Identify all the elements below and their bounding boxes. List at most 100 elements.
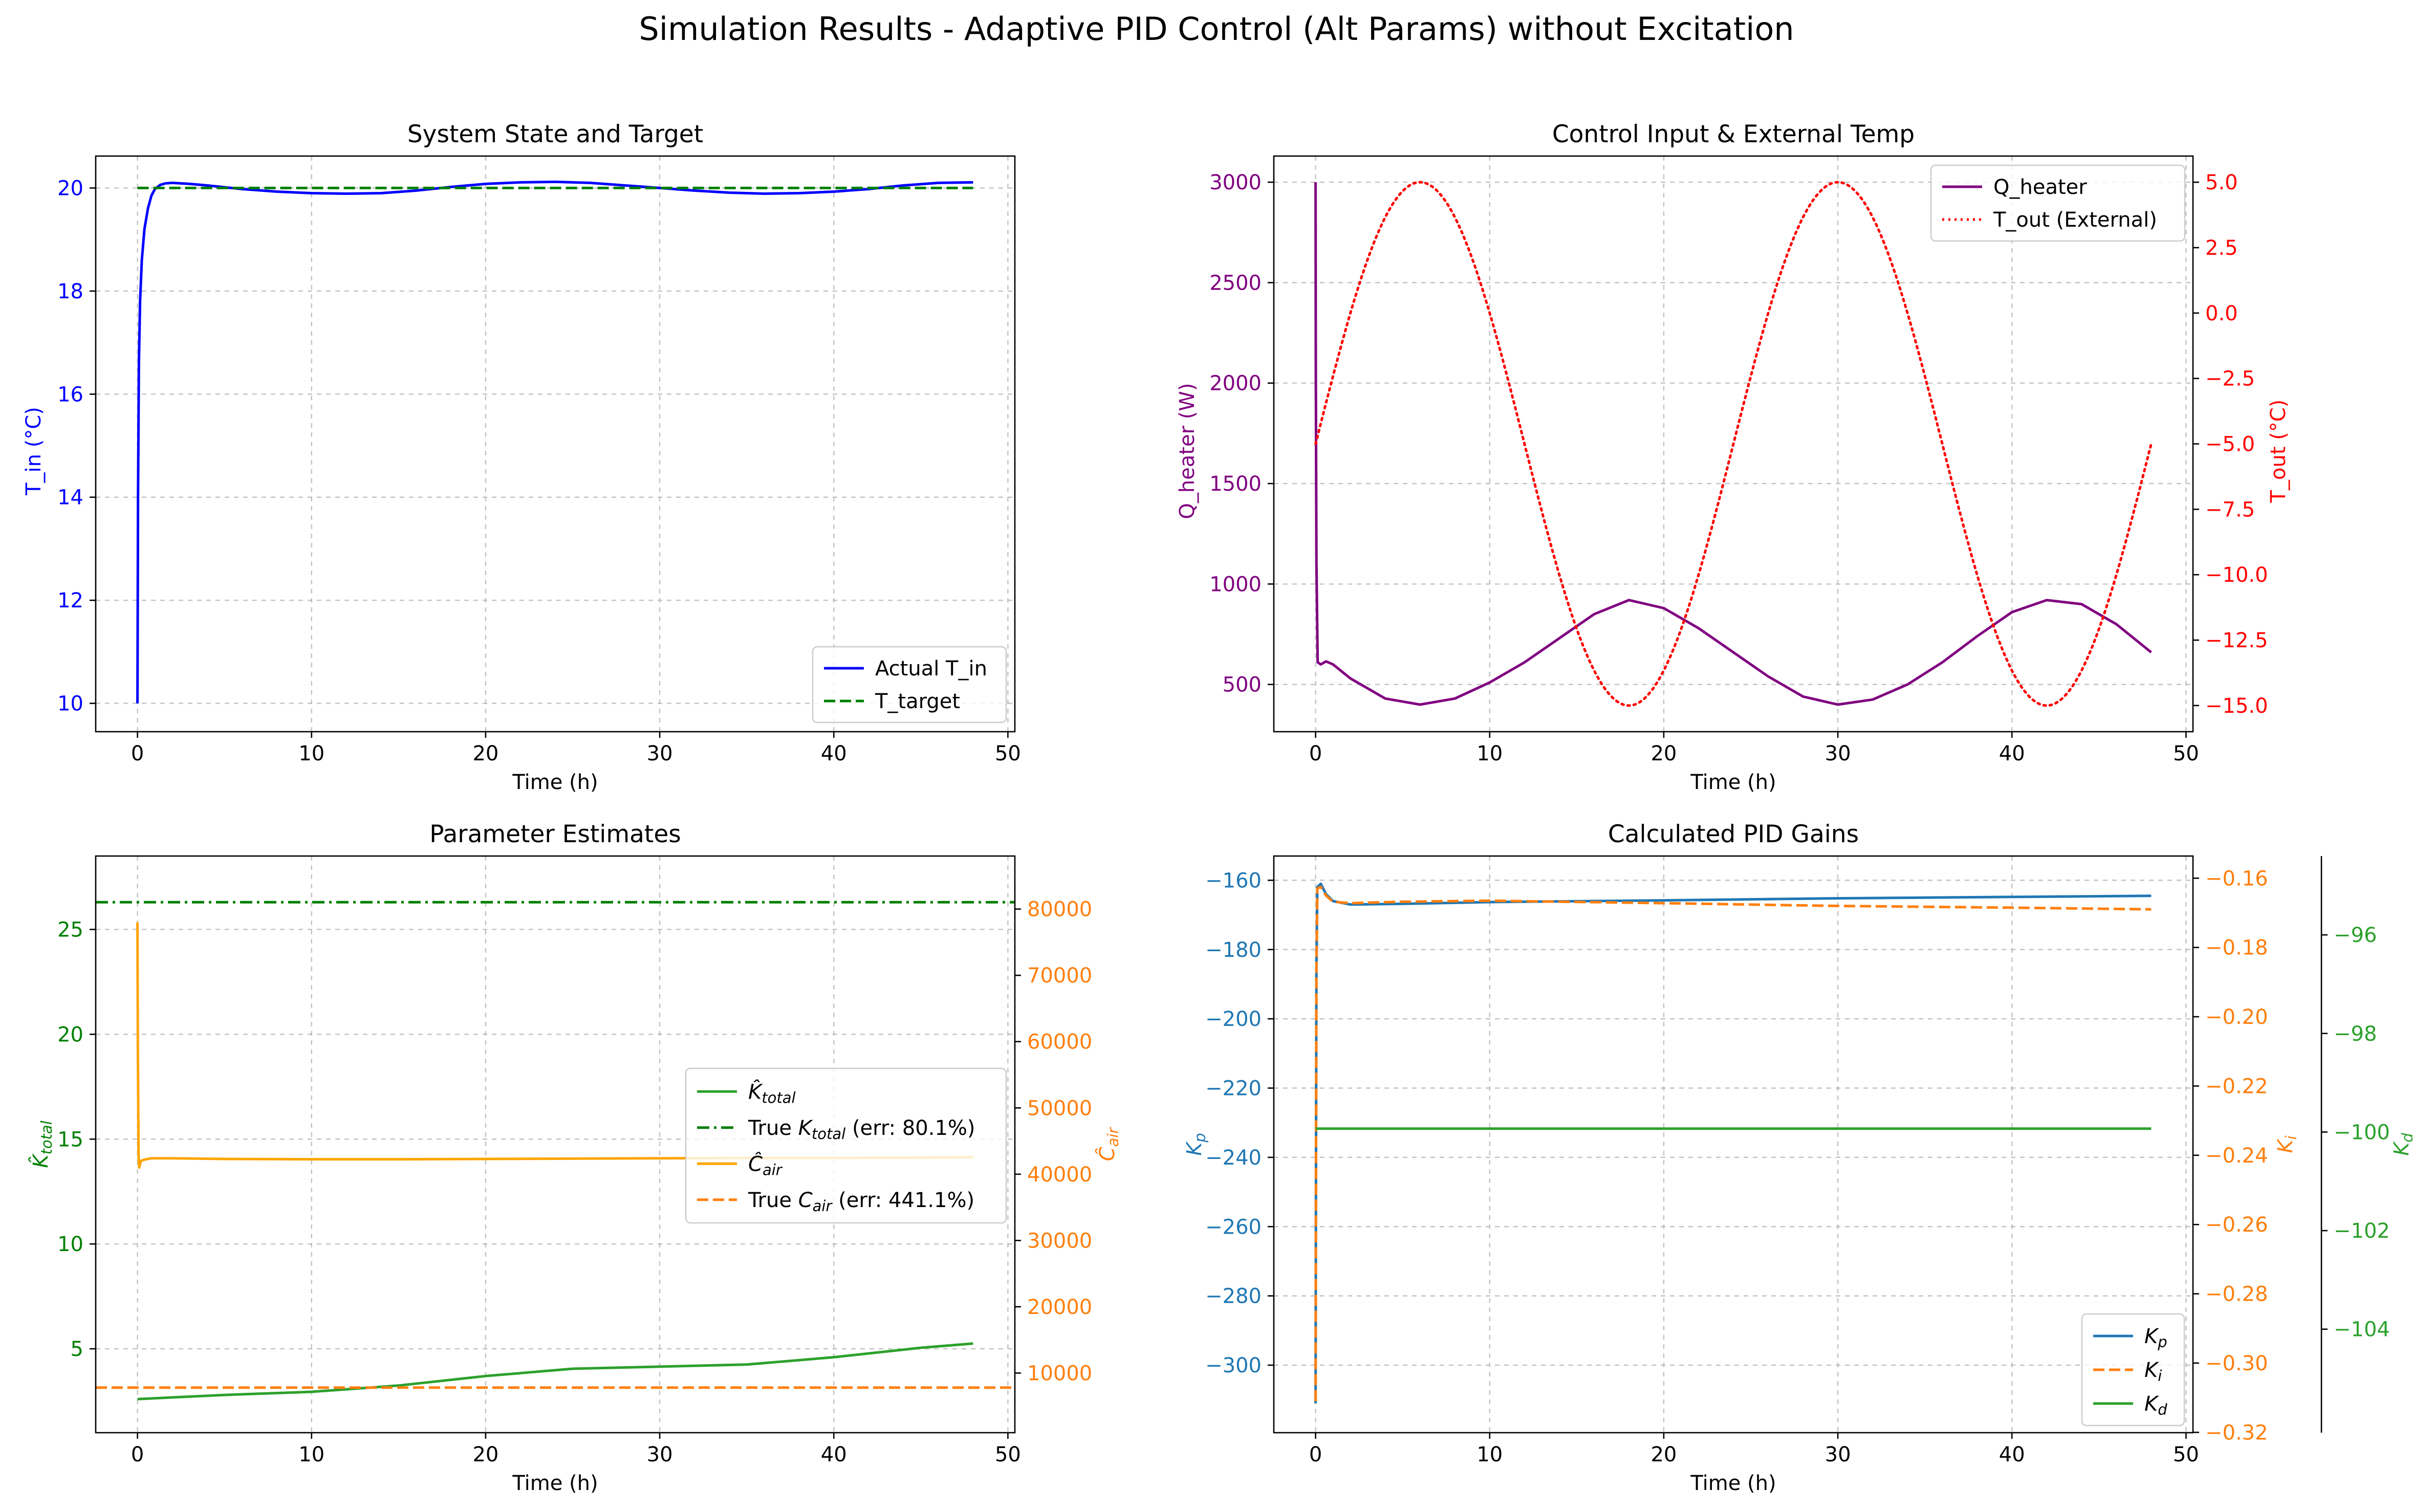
chart-title: Control Input & External Temp: [1552, 120, 1915, 148]
y-tick-label: −0.28: [2205, 1283, 2268, 1306]
y-axis-label: T_out (°C): [2267, 400, 2290, 503]
y-tick-label: −0.30: [2205, 1352, 2268, 1375]
legend: Kp Ki Kd: [2081, 1313, 2185, 1427]
y-tick-label: 500: [1223, 673, 1262, 697]
series-line-p4-1: [1314, 885, 2152, 1401]
y-tick-label: −10.0: [2205, 563, 2268, 587]
x-tick-label: 50: [995, 742, 1021, 765]
y-axis-label-text: Kd: [2390, 1133, 2416, 1156]
grid-lines: [96, 156, 1015, 732]
legend: K̂total True Ktotal (err: 80.1%) Ĉair True …: [685, 1067, 1007, 1224]
y-axis-label-text: Ĉair: [1095, 1127, 1122, 1162]
y-tick-label: −0.24: [2205, 1144, 2268, 1168]
chart-title: System State and Target: [407, 120, 703, 148]
y-tick-label: −100: [2334, 1121, 2390, 1144]
y-tick-label: 1000: [1209, 573, 1262, 596]
legend-box: [1930, 164, 2186, 242]
y-tick-label: −200: [1205, 1007, 1262, 1031]
y-tick-label: 18: [57, 280, 83, 303]
x-axis-label: Time (h): [1690, 771, 1776, 794]
legend-label: Kp: [2144, 1325, 2167, 1351]
x-tick-label: 50: [2173, 742, 2199, 765]
y-axis-label: K̂total: [28, 1121, 55, 1168]
y-axis-label: Kp: [1183, 1133, 1209, 1156]
y-tick-label: 20: [57, 1023, 83, 1046]
legend-label: Actual T_in: [875, 657, 987, 681]
y-tick-label: −7.5: [2205, 498, 2255, 521]
x-tick-label: 20: [1650, 742, 1677, 765]
y-axis-label-text: Kp: [1183, 1133, 1209, 1156]
y-tick-label: −300: [1205, 1354, 1262, 1377]
y-axis-label: Q_heater (W): [1176, 383, 1199, 519]
y-axis-label-text: K̂total: [28, 1121, 55, 1168]
series-line-p3-0: [137, 1342, 973, 1400]
x-tick-label: 40: [1999, 1443, 2025, 1466]
x-tick-label: 20: [472, 1443, 498, 1466]
x-tick-label: 30: [1825, 1443, 1851, 1466]
y-tick-label: 0.0: [2205, 302, 2238, 325]
x-tick-label: 40: [821, 742, 847, 765]
legend-label: True Ktotal (err: 80.1%): [748, 1116, 975, 1143]
axes-frame: [95, 855, 1016, 1434]
y-tick-label: 50000: [1027, 1097, 1092, 1120]
axes-frame: [1273, 855, 2194, 1434]
x-tick-label: 40: [821, 1443, 847, 1466]
legend-label: T_target: [875, 690, 960, 713]
x-tick-label: 30: [647, 742, 673, 765]
y-tick-label: −220: [1205, 1077, 1262, 1101]
legend-box: [812, 646, 1007, 724]
x-tick-label: 20: [472, 742, 498, 765]
legend-label: Q_heater: [1993, 176, 2087, 199]
y-tick-label: −12.5: [2205, 629, 2268, 652]
x-tick-label: 20: [1650, 1443, 1677, 1466]
y-axis-label: Ĉair: [1095, 1127, 1122, 1162]
legend: Q_heater T_out (External): [1930, 164, 2186, 242]
y-tick-label: 3000: [1209, 171, 1262, 194]
y-tick-label: 1500: [1209, 472, 1262, 496]
y-tick-label: 15: [57, 1128, 83, 1151]
y-tick-label: −0.22: [2205, 1075, 2268, 1098]
y-tick-label: −160: [1205, 869, 1262, 892]
series-group: [1314, 882, 2152, 1404]
chart-title: Parameter Estimates: [429, 820, 681, 848]
y-tick-label: −2.5: [2205, 367, 2255, 391]
x-tick-label: 10: [298, 1443, 324, 1466]
chart-p1: System State and Target 0 10 20 30 40 50 Time (…: [22, 120, 1021, 794]
chart-p4: Calculated PID Gains 0 10 20 30 40 50 Time (h) −…: [1183, 820, 2416, 1495]
y-tick-label: 40000: [1027, 1163, 1092, 1187]
y-tick-label: −98: [2334, 1022, 2377, 1046]
x-tick-label: 30: [647, 1443, 673, 1466]
y-tick-label: 20000: [1027, 1296, 1092, 1319]
legend: Actual T_in T_target: [812, 646, 1007, 724]
y-tick-label: 12: [57, 589, 83, 612]
y-tick-label: 2.5: [2205, 236, 2238, 260]
plot-root: System State and Target 0 10 20 30 40 50 Time (…: [22, 120, 2416, 1495]
y-tick-label: −0.32: [2205, 1421, 2268, 1444]
y-tick-label: 80000: [1027, 898, 1092, 922]
series-group: [1314, 181, 2153, 707]
y-tick-label: 5.0: [2205, 171, 2238, 194]
y-tick-label: 25: [57, 918, 83, 941]
x-axis-label: Time (h): [1690, 1472, 1776, 1495]
series-line-p2-0: [1314, 182, 2152, 706]
y-tick-label: 2000: [1209, 372, 1262, 396]
figure-title: Simulation Results - Adaptive PID Contro…: [639, 10, 1794, 48]
y-tick-label: −0.18: [2205, 936, 2268, 960]
legend-label: True Cair (err: 441.1%): [748, 1189, 974, 1215]
series-line-p2-1: [1314, 181, 2153, 707]
axes-frame: [95, 155, 1016, 733]
y-tick-label: 14: [57, 486, 83, 510]
y-axis-label: T_in (°C): [22, 407, 46, 496]
x-tick-label: 0: [1309, 742, 1322, 765]
series-group: [136, 180, 973, 704]
chart-title: Calculated PID Gains: [1608, 820, 1859, 848]
legend-label: Ki: [2144, 1358, 2162, 1385]
y-tick-label: −104: [2334, 1318, 2390, 1342]
y-tick-label: 60000: [1027, 1031, 1092, 1054]
x-tick-label: 10: [1476, 742, 1503, 765]
y-tick-label: −180: [1205, 938, 1262, 962]
x-tick-label: 30: [1825, 742, 1851, 765]
chart-p3: Parameter Estimates 0 10 20 30 40 50 Time (h) 5 1…: [28, 820, 1122, 1495]
y-tick-label: 20: [57, 177, 83, 200]
y-tick-label: −260: [1205, 1215, 1262, 1239]
